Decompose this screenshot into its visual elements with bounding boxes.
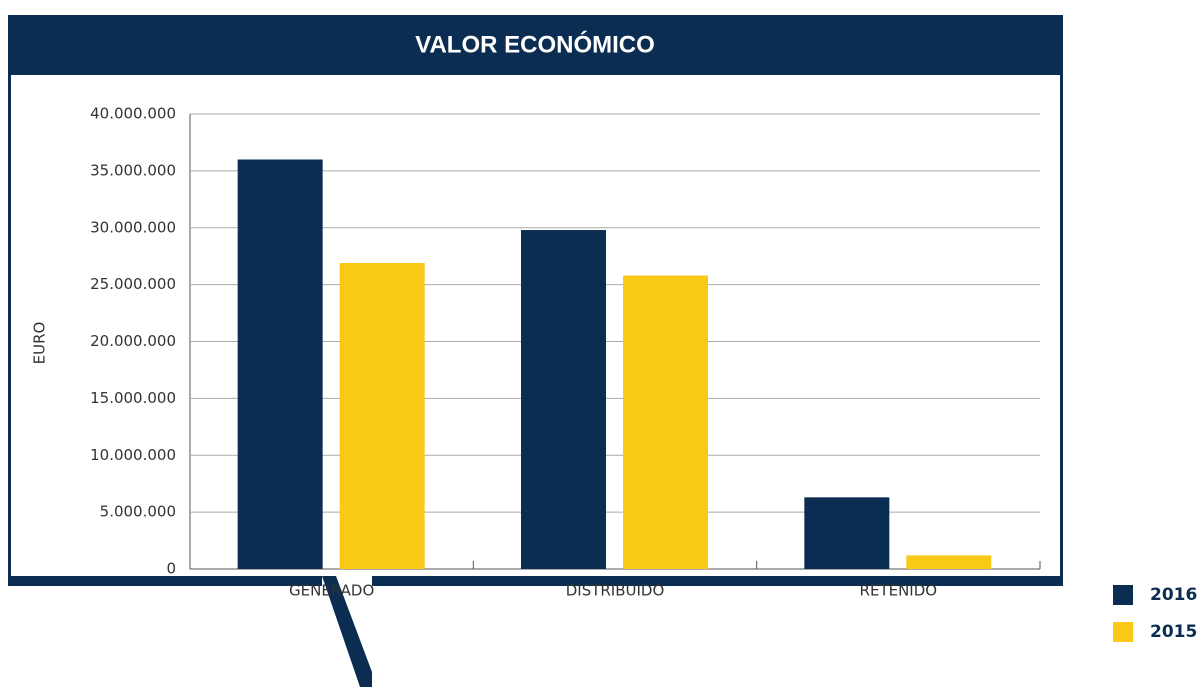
bar xyxy=(237,159,323,569)
y-tick-label: 15.000.000 xyxy=(90,389,176,407)
y-tick-label: 5.000.000 xyxy=(100,503,176,521)
bar xyxy=(906,555,992,569)
y-tick-label: 30.000.000 xyxy=(90,218,176,236)
y-tick-label: 25.000.000 xyxy=(90,275,176,293)
chart-title: VALOR ECONÓMICO xyxy=(415,30,655,58)
bar xyxy=(623,275,708,569)
legend-label: 2015 xyxy=(1150,622,1197,642)
y-tick-label: 35.000.000 xyxy=(90,161,176,179)
legend-swatch xyxy=(1113,622,1133,642)
x-tick-label: RETENIDO xyxy=(860,582,938,600)
frame-bottom xyxy=(372,576,1063,586)
y-tick-label: 20.000.000 xyxy=(90,332,176,350)
legend-swatch xyxy=(1113,585,1133,605)
frame-left xyxy=(8,75,11,585)
x-tick-label: DISTRIBUIDO xyxy=(566,582,665,600)
frame-right xyxy=(1060,75,1063,585)
bubble-tail xyxy=(322,576,372,687)
bar xyxy=(521,230,606,569)
bar xyxy=(339,263,425,569)
y-tick-label: 40.000.000 xyxy=(90,105,176,123)
legend-label: 2016 xyxy=(1150,585,1197,605)
x-tick-label: GENERADO xyxy=(289,582,374,600)
y-tick-label: 0 xyxy=(166,560,176,578)
header-bar xyxy=(8,15,1063,75)
bar xyxy=(804,497,890,569)
y-tick-label: 10.000.000 xyxy=(90,446,176,464)
y-axis-label: EURO xyxy=(31,322,49,365)
frame-bottom xyxy=(8,576,322,586)
